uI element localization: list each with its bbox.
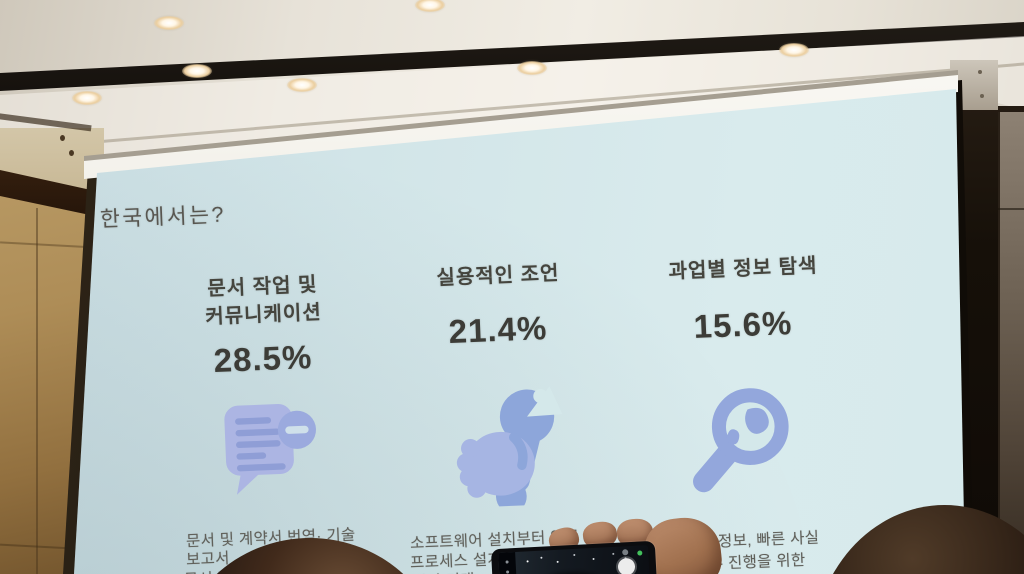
ceiling-light-glow: [287, 78, 317, 92]
ceiling-light: [515, 59, 549, 77]
wall-mark: [60, 135, 65, 141]
hand-wrench-icon: [456, 386, 563, 509]
ceiling-light-glow: [154, 16, 184, 30]
ceiling-light: [152, 14, 186, 32]
magnifier-search-icon: [693, 388, 789, 493]
phone-screen: [498, 545, 651, 574]
right-wall-panel-seam: [998, 208, 1024, 210]
viewfinder-lights: [526, 560, 529, 563]
camera-ui-icon: [505, 560, 509, 564]
camera-active-dot: [637, 550, 643, 556]
slide-title: 한국에서는?: [99, 202, 227, 232]
camera-ui-left-strip: [498, 552, 518, 574]
right-wall-panel: [998, 112, 1024, 574]
wall-seam: [36, 208, 38, 574]
screw: [980, 94, 984, 98]
camera-shutter-button: [617, 557, 636, 574]
ceiling-light-glow: [182, 64, 212, 78]
ceiling-light-glow: [415, 0, 445, 12]
ceiling-light: [777, 41, 811, 59]
stat-column-1-heading: 문서 작업 및 커뮤니케이션: [166, 269, 360, 333]
ceiling-light-glow: [779, 43, 809, 57]
stat-column-2-value: 21.4%: [447, 309, 548, 350]
ceiling-light: [285, 76, 319, 94]
chat-document-minus-icon: [224, 404, 317, 495]
ceiling-light: [413, 0, 447, 14]
camera-ui-icon: [622, 549, 629, 556]
ceiling-light: [180, 62, 214, 80]
ceiling-light-glow: [72, 91, 102, 105]
ceiling-light: [70, 89, 104, 107]
wall-mark: [69, 150, 74, 156]
ceiling-light-glow: [517, 61, 547, 75]
stat-column-1-value: 28.5%: [212, 338, 313, 379]
camera-ui-icon: [506, 570, 510, 574]
screw: [978, 70, 982, 74]
